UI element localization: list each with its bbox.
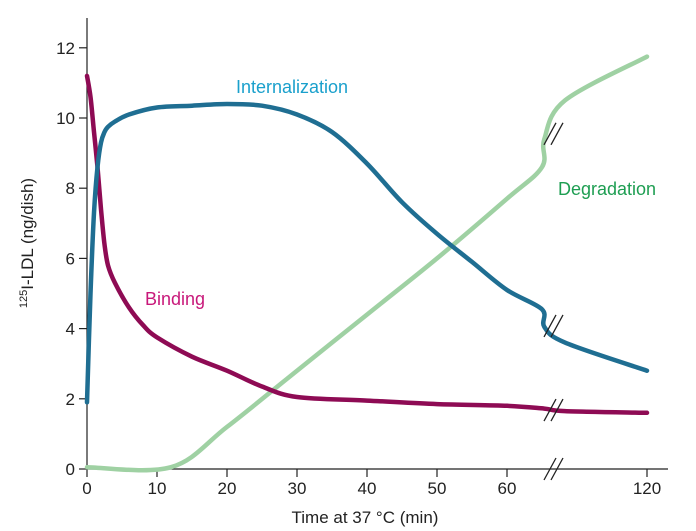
y-tick-label: 2 [66,390,75,409]
y-axis-title: 125I-LDL (ng/dish) [18,178,37,308]
y-axis-title-main: I-LDL (ng/dish) [18,178,37,290]
x-tick-label: 30 [288,479,307,498]
x-ticks: 0 10 20 30 40 50 60 120 [82,469,661,498]
y-axis-title-superscript: 125 [18,290,30,308]
x-tick-label: 40 [358,479,377,498]
x-tick-label: 120 [633,479,661,498]
y-tick-label: 0 [66,460,75,479]
binding-label: Binding [145,289,205,309]
x-tick-label: 0 [82,479,91,498]
internalization-break-mark [543,314,564,338]
y-tick-label: 10 [56,109,75,128]
x-axis-title: Time at 37 °C (min) [292,508,439,527]
y-tick-label: 8 [66,179,75,198]
series-labels: Internalization Binding Degradation [145,77,656,309]
binding-curve [84,73,650,416]
degradation-break-mark [543,122,564,146]
x-tick-label: 60 [498,479,517,498]
y-ticks: 0 2 4 6 8 10 12 [56,39,87,479]
y-tick-label: 6 [66,249,75,268]
axis-breaks [543,122,564,481]
x-tick-label: 10 [148,479,167,498]
x-tick-label: 50 [428,479,447,498]
y-tick-label: 12 [56,39,75,58]
curves [84,54,650,473]
x-tick-label: 20 [218,479,237,498]
degradation-label: Degradation [558,179,656,199]
internalization-curve [84,101,650,405]
binding-break-mark [543,398,564,422]
x-axis-break-mark [543,457,564,481]
internalization-label: Internalization [236,77,348,97]
degradation-curve [84,54,650,473]
y-tick-label: 4 [66,320,75,339]
